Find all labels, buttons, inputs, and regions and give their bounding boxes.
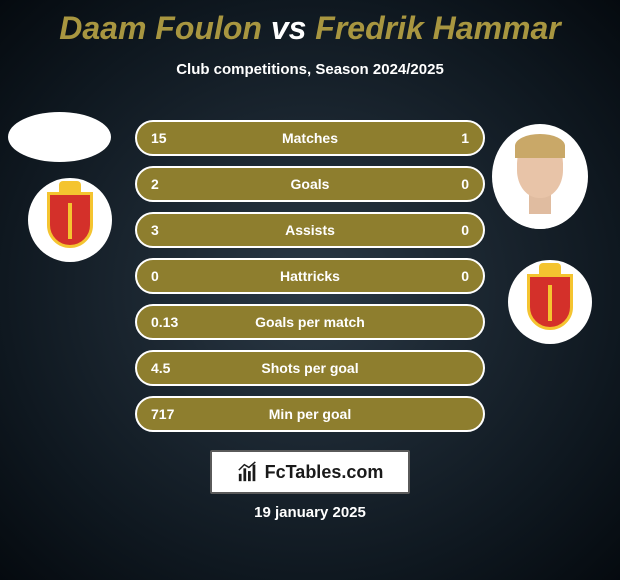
player2-name: Fredrik Hammar [315, 10, 560, 46]
stat-right-value: 0 [409, 176, 469, 192]
shield-icon [47, 192, 93, 248]
stat-label: Matches [211, 130, 409, 146]
stats-table: 15 Matches 1 2 Goals 0 3 Assists 0 0 Hat… [135, 120, 485, 442]
footer-date: 19 january 2025 [0, 504, 620, 521]
player1-name: Daam Foulon [59, 10, 262, 46]
stat-row-gpm: 0.13 Goals per match [135, 304, 485, 340]
stat-right-value: 0 [409, 268, 469, 284]
stat-label: Hattricks [211, 268, 409, 284]
vs-text: vs [271, 10, 307, 46]
stat-left-value: 2 [151, 176, 211, 192]
player1-avatar [8, 112, 111, 162]
comparison-title: Daam Foulon vs Fredrik Hammar [0, 0, 620, 47]
stat-left-value: 0 [151, 268, 211, 284]
brand-text: FcTables.com [265, 462, 384, 483]
shield-icon [527, 274, 573, 330]
stat-row-goals: 2 Goals 0 [135, 166, 485, 202]
stat-left-value: 4.5 [151, 360, 211, 376]
stat-label: Goals per match [211, 314, 409, 330]
stat-right-value: 0 [409, 222, 469, 238]
subtitle: Club competitions, Season 2024/2025 [0, 61, 620, 78]
stat-label: Min per goal [211, 406, 409, 422]
fctables-logo-icon [237, 461, 259, 483]
stat-label: Shots per goal [211, 360, 409, 376]
stat-label: Assists [211, 222, 409, 238]
stat-row-hattricks: 0 Hattricks 0 [135, 258, 485, 294]
stat-row-assists: 3 Assists 0 [135, 212, 485, 248]
brand-badge[interactable]: FcTables.com [210, 450, 410, 494]
stat-label: Goals [211, 176, 409, 192]
stat-left-value: 3 [151, 222, 211, 238]
player2-avatar [492, 124, 588, 229]
stat-row-matches: 15 Matches 1 [135, 120, 485, 156]
stat-row-mpg: 717 Min per goal [135, 396, 485, 432]
stat-right-value: 1 [409, 130, 469, 146]
stat-row-spg: 4.5 Shots per goal [135, 350, 485, 386]
stat-left-value: 15 [151, 130, 211, 146]
stat-left-value: 717 [151, 406, 211, 422]
player1-crest [28, 178, 112, 262]
player2-crest [508, 260, 592, 344]
stat-left-value: 0.13 [151, 314, 211, 330]
